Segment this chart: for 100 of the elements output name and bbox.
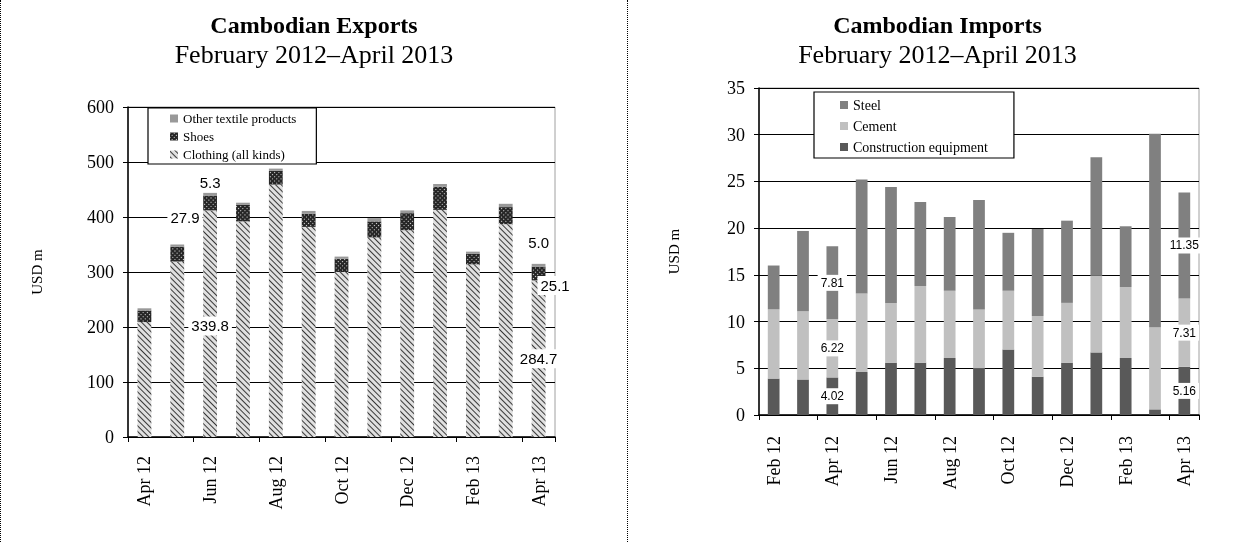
chart-title: Cambodian Exports xyxy=(210,12,418,38)
y-tick-label: 0 xyxy=(105,427,114,447)
legend-label: Other textile products xyxy=(183,111,297,126)
bar xyxy=(914,286,927,363)
bar xyxy=(885,302,897,363)
y-tick-label: 10 xyxy=(727,311,745,332)
bar xyxy=(1031,315,1044,377)
y-tick-label: 200 xyxy=(87,317,114,337)
y-tick-label: 600 xyxy=(87,97,114,117)
bar xyxy=(203,192,218,196)
legend-label: Steel xyxy=(853,97,882,113)
bar xyxy=(301,210,316,214)
bar xyxy=(855,372,868,415)
bar xyxy=(797,230,809,312)
data-label: 6.22 xyxy=(820,341,845,356)
bar xyxy=(268,168,283,171)
x-tick-label: Apr 12 xyxy=(134,456,155,507)
bar xyxy=(914,201,927,287)
bar xyxy=(943,216,956,291)
y-tick-label: 15 xyxy=(727,264,745,285)
legend-label: Construction equipment xyxy=(853,139,989,155)
bar xyxy=(1031,376,1044,415)
bar xyxy=(400,210,415,214)
x-tick-label: Oct 12 xyxy=(998,436,1019,485)
bar xyxy=(914,362,927,415)
data-label: 7.31 xyxy=(1172,325,1197,340)
bar xyxy=(1061,362,1073,415)
x-tick-label: Apr 13 xyxy=(1174,436,1195,487)
y-tick-label: 35 xyxy=(727,78,745,98)
x-tick-label: Apr 13 xyxy=(528,456,549,507)
data-label: 284.7 xyxy=(519,350,558,368)
bar xyxy=(855,179,868,294)
legend-label: Cement xyxy=(853,118,897,134)
bar xyxy=(797,311,809,380)
x-tick-label: Aug 12 xyxy=(939,436,960,490)
bar xyxy=(1061,220,1073,303)
y-tick-label: 5 xyxy=(736,358,745,379)
data-label: 25.1 xyxy=(540,277,570,295)
data-label: 5.16 xyxy=(1172,383,1197,398)
bar xyxy=(433,184,447,187)
bar xyxy=(973,200,985,310)
x-tick-label: Jun 12 xyxy=(200,456,221,504)
bar xyxy=(1002,232,1015,291)
bar xyxy=(1119,226,1132,287)
bar xyxy=(1090,352,1103,415)
y-tick-label: 30 xyxy=(727,124,745,145)
bar xyxy=(1090,157,1103,276)
x-tick-label: Apr 12 xyxy=(822,436,843,487)
bar xyxy=(797,379,809,415)
y-tick-label: 300 xyxy=(87,262,114,282)
bar xyxy=(767,378,780,415)
bar xyxy=(1002,349,1015,415)
x-tick-label: Oct 12 xyxy=(331,456,352,505)
data-label: 7.81 xyxy=(820,275,845,290)
bar xyxy=(885,362,897,415)
bar xyxy=(1149,133,1161,328)
x-tick-label: Feb 13 xyxy=(1115,436,1136,486)
bar xyxy=(855,293,868,373)
x-tick-label: Dec 12 xyxy=(397,456,418,508)
bar xyxy=(885,187,897,303)
bar xyxy=(943,358,956,415)
bar xyxy=(170,244,185,247)
legend-label: Clothing (all kinds) xyxy=(183,147,285,162)
bar xyxy=(1061,302,1073,363)
y-tick-label: 400 xyxy=(87,207,114,227)
chart-subtitle: February 2012–April 2013 xyxy=(798,39,1077,69)
data-label: 5.0 xyxy=(528,233,550,251)
bar xyxy=(767,265,780,310)
data-label: 11.35 xyxy=(1169,238,1200,253)
bar xyxy=(1031,229,1044,316)
x-tick-label: Aug 12 xyxy=(265,456,286,510)
y-axis-title: USD m xyxy=(665,228,682,275)
bar xyxy=(465,251,480,254)
y-tick-label: 20 xyxy=(727,218,745,239)
bar xyxy=(943,290,956,359)
bar xyxy=(531,263,546,267)
annotation: 339.8 xyxy=(191,317,229,335)
y-tick-label: 500 xyxy=(87,152,114,172)
x-tick-label: Feb 13 xyxy=(462,456,483,506)
chart-subtitle: February 2012–April 2013 xyxy=(174,39,454,69)
bar xyxy=(1119,287,1132,359)
bar xyxy=(236,202,250,205)
bar xyxy=(1149,409,1161,415)
bar xyxy=(1090,275,1103,353)
bar xyxy=(767,309,780,379)
bar xyxy=(137,308,152,311)
bar xyxy=(367,218,382,222)
bar xyxy=(1119,358,1132,415)
annotation: 5.3 xyxy=(199,174,221,192)
bar xyxy=(1149,327,1161,410)
bar xyxy=(973,309,985,369)
legend-label: Shoes xyxy=(183,129,215,144)
y-tick-label: 100 xyxy=(87,372,114,392)
y-tick-label: 0 xyxy=(736,405,745,425)
y-tick-label: 25 xyxy=(727,171,745,192)
y-axis-title: USD m xyxy=(28,248,45,295)
bar xyxy=(1002,290,1015,350)
annotation: 27.9 xyxy=(170,208,200,226)
x-tick-label: Dec 12 xyxy=(1057,436,1077,488)
bar xyxy=(973,368,985,415)
